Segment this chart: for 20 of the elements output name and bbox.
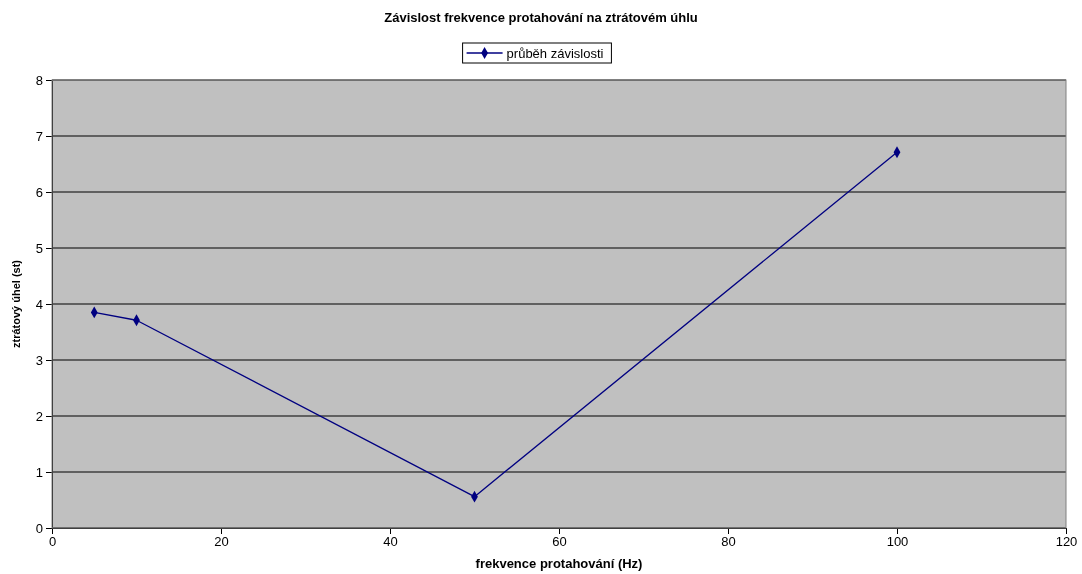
- x-tick-label: 40: [383, 534, 398, 550]
- x-tick-label: 100: [886, 534, 909, 550]
- x-tick-label: 20: [214, 534, 229, 550]
- y-tick-label: 6: [35, 184, 43, 200]
- y-axis-title: ztrátový úhel (st): [10, 259, 22, 349]
- y-tick-label: 3: [35, 352, 43, 368]
- y-tick-label: 2: [35, 408, 43, 424]
- x-tick-label: 0: [48, 534, 57, 550]
- x-tick-label: 80: [721, 534, 736, 550]
- y-tick-label: 0: [35, 520, 43, 536]
- legend-label: průběh závislosti: [506, 46, 604, 61]
- y-tick-label: 8: [35, 72, 43, 88]
- y-tick-label: 5: [35, 240, 43, 256]
- y-tick-label: 4: [35, 296, 43, 312]
- x-tick-label: 60: [552, 534, 567, 550]
- x-axis-title: frekvence protahování (Hz): [475, 556, 643, 571]
- y-tick-label: 1: [35, 464, 43, 480]
- chart-title: Závislost frekvence protahování na ztrátovém úhlu: [384, 10, 698, 25]
- x-tick-label: 120: [1055, 534, 1078, 550]
- y-tick-label: 7: [35, 128, 43, 144]
